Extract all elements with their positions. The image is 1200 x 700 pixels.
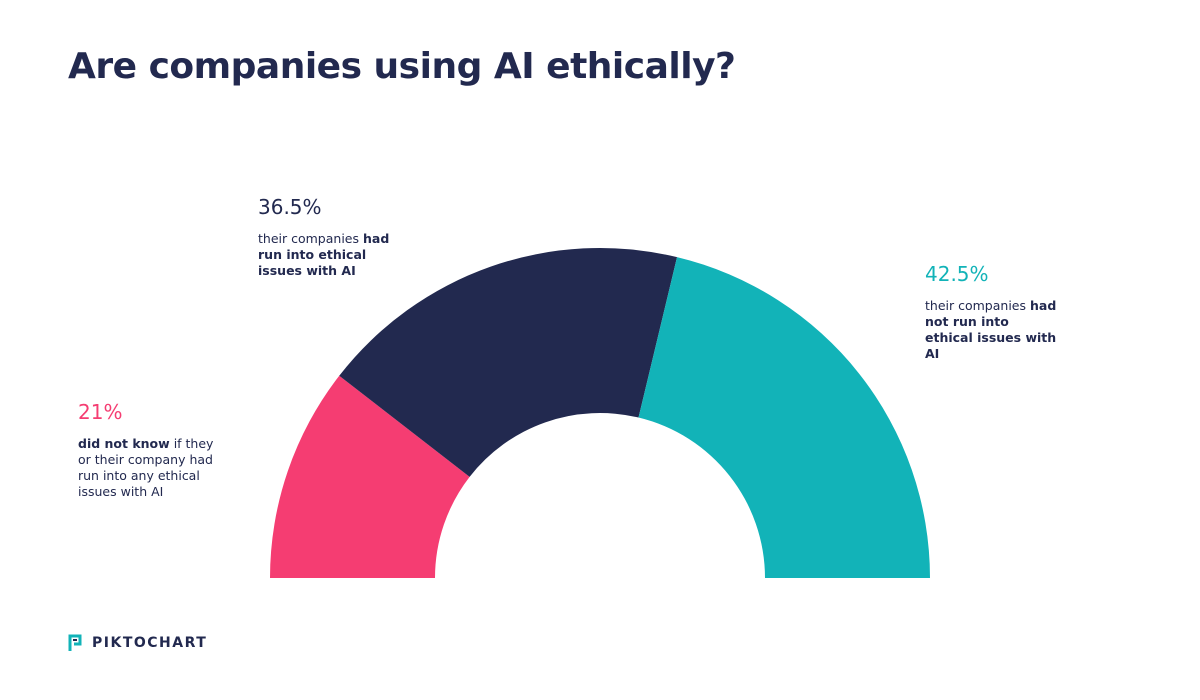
description-text: had run into ethical issues with AI [258, 231, 390, 278]
description-text: their companies [925, 298, 1026, 313]
description-text: did not know [78, 436, 170, 451]
logo-text: PIKTOCHART [92, 635, 208, 651]
description: their companies had not run into ethical… [925, 298, 1060, 362]
description-text: had not run into ethical issues with AI [925, 298, 1057, 361]
value-label: 42.5% [925, 262, 989, 286]
slice-label: 42.5% their companies had not run into et… [925, 262, 1060, 362]
description: their companies had run into ethical iss… [258, 231, 408, 279]
chart-title: Are companies using AI ethically? [68, 46, 736, 87]
logo-icon [68, 634, 82, 651]
description-text: if they or their company had run into an… [78, 436, 214, 499]
value-label: 21% [78, 400, 123, 424]
description: did not know if they or their company ha… [78, 436, 228, 500]
slice-label: 36.5% their companies had run into ethica… [258, 195, 408, 279]
slice [339, 247, 678, 477]
logo: PIKTOCHART [68, 634, 207, 652]
slice [270, 375, 470, 578]
slice [638, 257, 930, 578]
value-label: 36.5% [258, 195, 322, 219]
description-text: their companies [258, 231, 359, 246]
slice-label: 21% did not know if they or their company… [78, 400, 228, 500]
